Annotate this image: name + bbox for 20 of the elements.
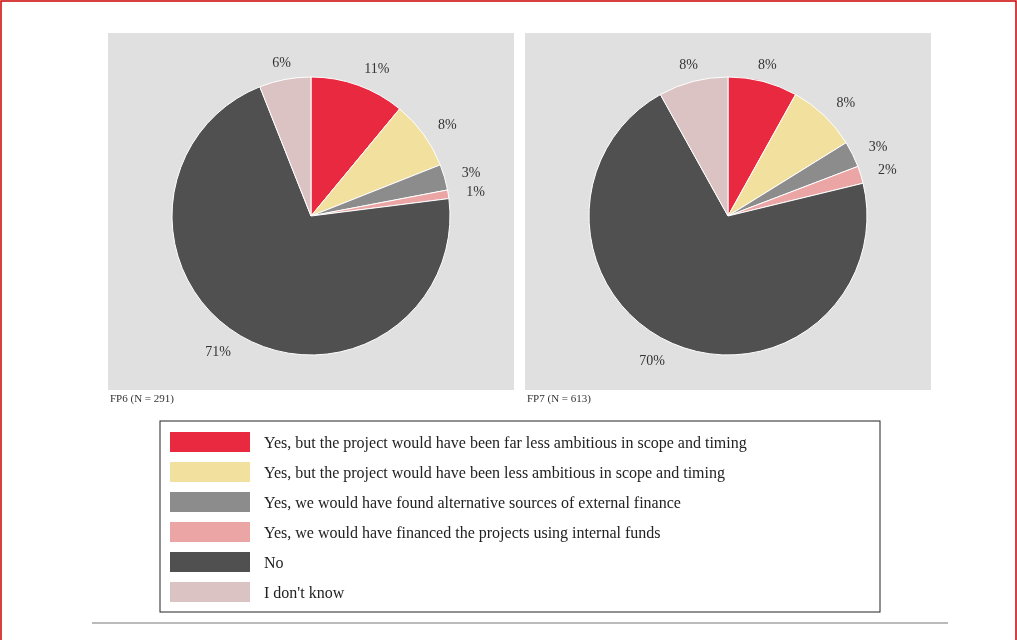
legend-label: I don't know bbox=[264, 583, 345, 601]
legend-label: Yes, we would have financed the projects using internal funds bbox=[264, 523, 661, 542]
data-label: 8% bbox=[836, 95, 856, 111]
data-label: 1% bbox=[466, 184, 486, 200]
data-label: 8% bbox=[679, 56, 699, 72]
data-label: 8% bbox=[758, 56, 778, 72]
data-label: 8% bbox=[438, 116, 458, 132]
data-label: 70% bbox=[639, 352, 666, 368]
data-label: 11% bbox=[364, 61, 390, 77]
legend-label: Yes, we would have found alternative sources of external finance bbox=[264, 493, 681, 511]
data-label: 71% bbox=[205, 344, 232, 360]
data-label: 3% bbox=[868, 139, 888, 155]
data-label: 2% bbox=[877, 162, 897, 178]
legend-label: Yes, but the project would have been less ambitious in scope and timing bbox=[264, 463, 725, 482]
text: FP7 (N = 613) bbox=[527, 392, 592, 405]
text: FP6 (N = 291) bbox=[110, 392, 175, 405]
data-label: 3% bbox=[461, 165, 481, 181]
data-label: 6% bbox=[272, 54, 292, 70]
legend-label: No bbox=[264, 553, 284, 571]
legend-label: Yes, but the project would have been far less ambitious in scope and timing bbox=[264, 433, 747, 452]
